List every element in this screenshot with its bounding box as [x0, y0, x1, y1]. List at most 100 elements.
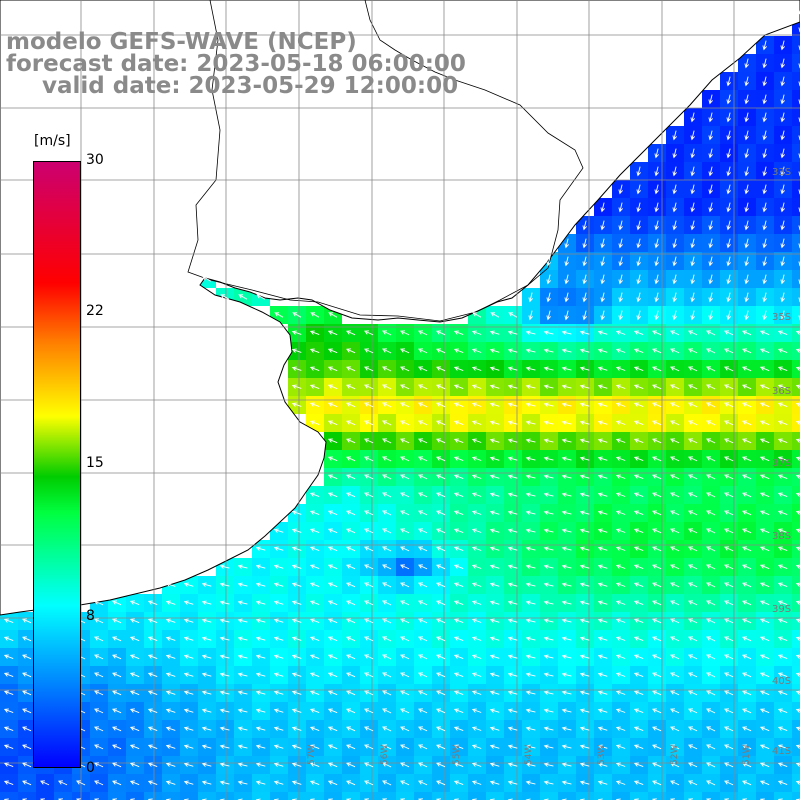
- wind-arrow: [291, 744, 302, 749]
- wind-arrow: [400, 744, 410, 750]
- wind-arrow: [489, 744, 500, 749]
- wind-arrow: [291, 330, 302, 335]
- wind-speed-cell: [792, 648, 800, 666]
- wind-arrow: [618, 238, 623, 249]
- wind-arrow: [273, 618, 284, 623]
- wind-arrow: [706, 744, 716, 750]
- wind-speed-cell: [468, 792, 486, 800]
- wind-arrow: [688, 474, 698, 480]
- wind-arrow: [237, 690, 248, 695]
- wind-speed-cell: [198, 792, 216, 800]
- wind-arrow: [219, 654, 230, 659]
- wind-arrow: [582, 256, 587, 267]
- wind-arrow: [525, 636, 536, 641]
- wind-arrow: [183, 726, 194, 731]
- wind-speed-cell: [792, 288, 800, 306]
- wind-arrow: [672, 130, 677, 141]
- wind-arrow: [724, 582, 734, 588]
- wind-speed-cell: [612, 792, 630, 800]
- wind-arrow: [636, 220, 641, 231]
- wind-arrow: [346, 744, 356, 750]
- wind-arrow: [364, 528, 374, 534]
- wind-arrow: [672, 292, 677, 303]
- wind-arrow: [507, 564, 518, 569]
- wind-arrow: [382, 438, 392, 444]
- wind-arrow: [708, 202, 713, 213]
- wind-arrow: [489, 330, 500, 335]
- wind-arrow: [543, 582, 554, 587]
- wind-arrow: [706, 726, 716, 732]
- wind-speed-cell: [792, 396, 800, 414]
- wind-arrow: [291, 618, 302, 623]
- wind-arrow: [327, 438, 338, 444]
- wind-arrow: [382, 780, 392, 786]
- wind-arrow: [418, 744, 428, 750]
- wind-arrow: [346, 384, 356, 390]
- wind-arrow: [688, 366, 698, 372]
- wind-speed-cell: [252, 792, 270, 800]
- wind-arrow: [759, 708, 770, 714]
- wind-arrow: [561, 492, 572, 497]
- wind-arrow: [759, 330, 770, 336]
- wind-arrow: [633, 582, 644, 588]
- wind-arrow: [597, 780, 608, 785]
- wind-arrow: [706, 546, 716, 552]
- wind-arrow: [201, 762, 212, 767]
- lon-label: 55W: [452, 744, 462, 765]
- wind-arrow: [777, 474, 788, 480]
- wind-speed-cell: [270, 792, 288, 800]
- wind-arrow: [688, 510, 698, 516]
- wind-arrow: [688, 690, 698, 696]
- wind-arrow: [22, 744, 32, 750]
- wind-arrow: [597, 528, 608, 533]
- wind-arrow: [777, 438, 788, 444]
- wind-arrow: [597, 744, 608, 749]
- wind-arrow: [525, 438, 536, 443]
- wind-arrow: [597, 492, 608, 497]
- wind-arrow: [744, 292, 749, 303]
- wind-arrow: [472, 312, 482, 318]
- wind-arrow: [742, 528, 752, 534]
- wind-arrow: [291, 654, 302, 659]
- wind-arrow: [525, 384, 536, 389]
- wind-arrow: [525, 708, 536, 713]
- wind-arrow: [201, 690, 212, 695]
- wind-arrow: [291, 726, 302, 731]
- wind-arrow: [364, 420, 374, 426]
- wind-arrow: [528, 310, 533, 321]
- wind-arrow: [561, 726, 572, 731]
- wind-arrow: [219, 780, 230, 785]
- wind-arrow: [364, 366, 374, 372]
- wind-arrow: [436, 600, 446, 606]
- wind-arrow: [759, 456, 770, 462]
- wind-arrow: [780, 292, 785, 303]
- wind-arrow: [418, 420, 428, 426]
- wind-arrow: [633, 384, 644, 390]
- wind-arrow: [309, 600, 320, 606]
- wind-arrow: [543, 492, 554, 497]
- wind-arrow: [400, 618, 410, 624]
- wind-arrow: [795, 690, 800, 695]
- wind-arrow: [633, 780, 644, 786]
- wind-arrow: [507, 510, 518, 515]
- wind-arrow: [471, 726, 482, 731]
- wind-arrow: [777, 618, 788, 624]
- wind-arrow: [471, 492, 482, 497]
- wind-arrow: [708, 184, 713, 195]
- wind-arrow: [219, 744, 230, 749]
- wind-arrow: [690, 274, 695, 285]
- wind-arrow: [436, 366, 446, 372]
- wind-arrow: [633, 672, 644, 678]
- wind-arrow: [129, 780, 140, 786]
- wind-arrow: [291, 690, 302, 695]
- wind-arrow: [777, 564, 788, 570]
- wind-arrow: [654, 310, 659, 321]
- wind-arrow: [40, 780, 50, 786]
- wind-arrow: [597, 618, 608, 623]
- wind-arrow: [327, 582, 338, 588]
- wind-arrow: [418, 510, 428, 516]
- wind-arrow: [147, 600, 158, 606]
- wind-arrow: [724, 564, 734, 570]
- wind-arrow: [615, 366, 626, 371]
- wind-arrow: [579, 690, 590, 695]
